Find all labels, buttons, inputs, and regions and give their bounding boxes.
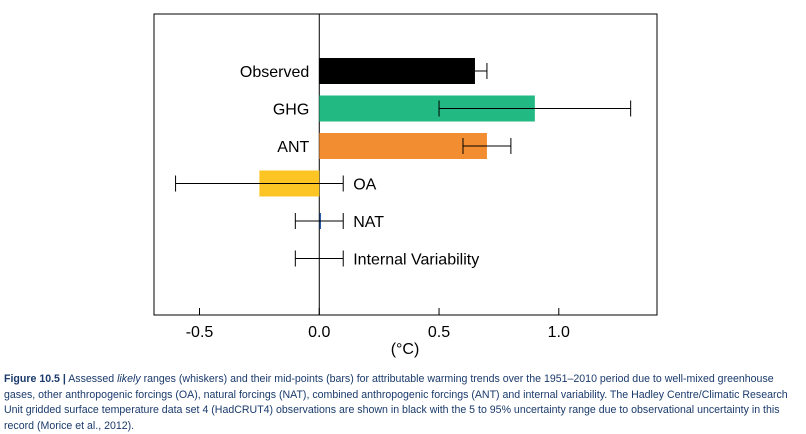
plot-frame bbox=[153, 13, 658, 316]
x-ticks-group: -0.5 0.0 0.5 1.0 bbox=[186, 308, 570, 341]
bar-observed bbox=[319, 58, 475, 84]
category-label-observed: Observed bbox=[240, 64, 309, 81]
caption-text-before: Assessed bbox=[65, 373, 118, 385]
x-tick-label: 0.5 bbox=[428, 324, 450, 341]
whisker-nat bbox=[294, 213, 344, 229]
x-tick-label: 0.0 bbox=[308, 324, 330, 341]
x-tick-label: -0.5 bbox=[186, 324, 214, 341]
whisker-ant bbox=[462, 138, 512, 154]
category-label-nat: NAT bbox=[353, 214, 384, 231]
category-label-internal-variability: Internal Variability bbox=[353, 252, 479, 269]
whisker-observed bbox=[462, 63, 488, 79]
x-tick-label: 1.0 bbox=[548, 324, 570, 341]
category-label-ghg: GHG bbox=[273, 102, 309, 119]
whisker-ghg bbox=[438, 100, 632, 117]
bar-ant bbox=[319, 133, 487, 159]
caption-text-after: ranges (whiskers) and their mid-points (… bbox=[4, 373, 788, 432]
whiskers-group bbox=[175, 63, 632, 267]
figure-caption: Figure 10.5 | Assessed likely ranges (wh… bbox=[4, 372, 802, 434]
figure-label: Figure 10.5 | bbox=[4, 373, 66, 385]
category-label-ant: ANT bbox=[277, 139, 309, 156]
whisker-oa bbox=[175, 175, 344, 192]
x-axis-label: (°C) bbox=[391, 341, 420, 358]
whisker-internal-variability bbox=[294, 250, 344, 267]
category-label-oa: OA bbox=[353, 177, 376, 194]
caption-emphasis: likely bbox=[117, 373, 141, 385]
category-labels-group: Observed GHG ANT OA NAT Internal Variability bbox=[240, 64, 479, 269]
